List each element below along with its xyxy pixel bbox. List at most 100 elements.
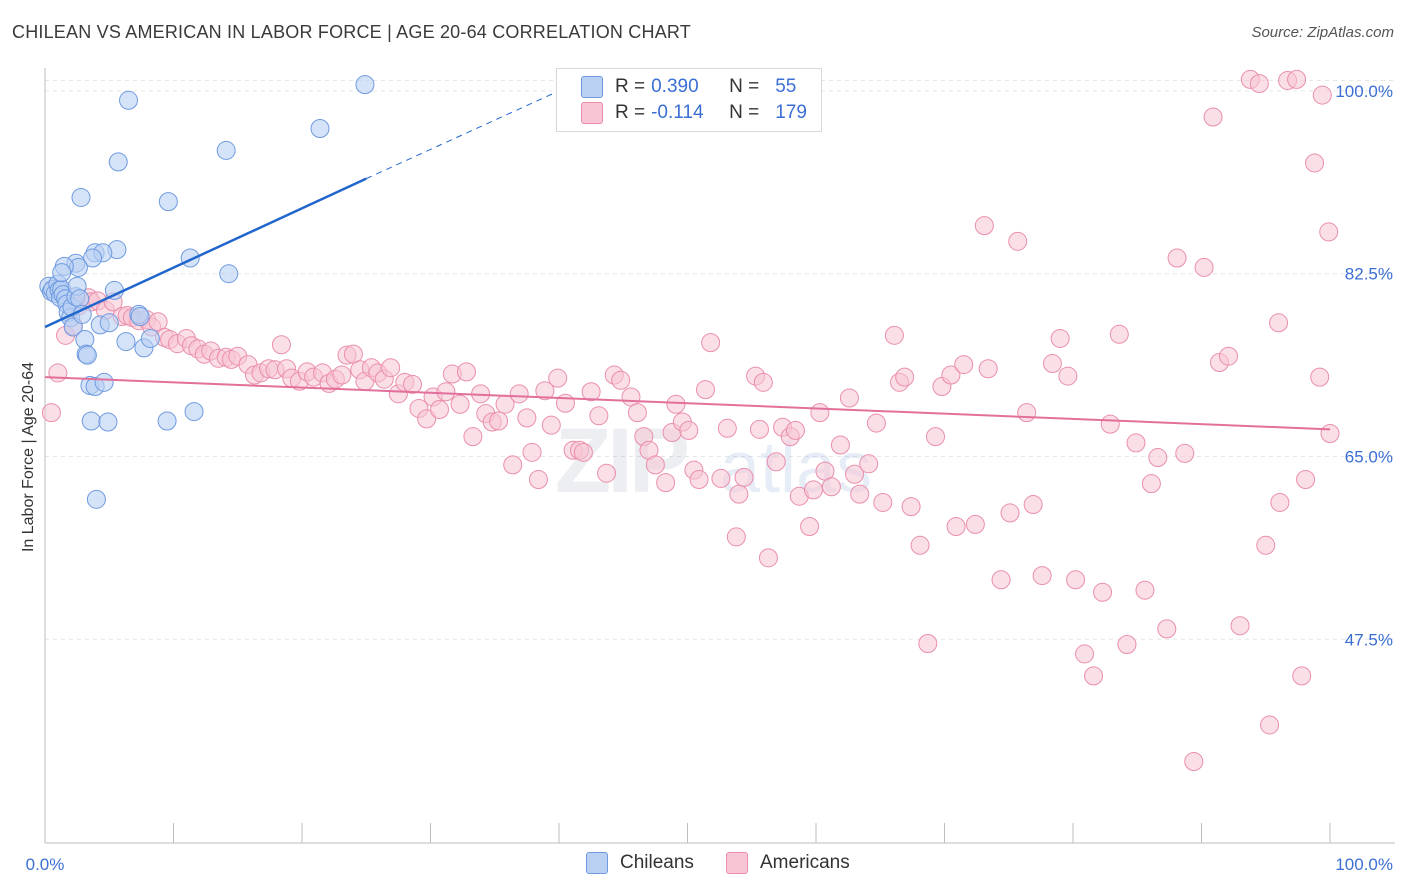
chilean-point [157,411,177,431]
american-point [850,484,870,504]
chilean-point [355,75,375,95]
american-point [597,463,617,483]
legend-row-chileans: R = 0.390 N = 55 [581,75,796,99]
american-point [436,382,456,402]
american-point [1310,367,1330,387]
legend-n-value: 55 [775,76,797,97]
tick-labels: 47.5% 65.0% 82.5% 100.0% 0.0% 100.0% [26,82,1393,874]
american-point [1249,74,1269,94]
trend-lines [44,90,1331,431]
american-point [800,516,820,536]
legend-r-label: R = [615,102,646,123]
american-point [522,442,542,462]
american-point [711,468,731,488]
american-point [1008,231,1028,251]
american-point [726,527,746,547]
american-point [1194,257,1214,277]
american-point [910,535,930,555]
american-point [821,477,841,497]
legend-label-americans: Americans [760,852,850,873]
x-tick-label-max: 100.0% [1335,855,1393,874]
legend-item-chileans[interactable]: Chileans [586,852,694,874]
american-point [803,480,823,500]
american-point [1117,635,1137,655]
american-point [717,418,737,438]
american-point [1141,474,1161,494]
american-point [926,427,946,447]
american-point [1126,433,1146,453]
american-point [1023,495,1043,515]
american-point [1296,469,1316,489]
american-point [1218,346,1238,366]
american-point [1135,580,1155,600]
american-point [830,435,850,455]
american-point [1084,666,1104,686]
american-point [734,467,754,487]
american-point [581,382,601,402]
legend-r-value: -0.114 [651,102,704,123]
american-point [1320,424,1340,444]
american-point [271,335,291,355]
american-point [589,406,609,426]
watermark: ZIP atlas [555,410,872,512]
american-point [463,427,483,447]
chilean-point [86,489,106,509]
american-point [1032,566,1052,586]
american-point [503,455,523,475]
american-point [859,454,879,474]
chilean-point [99,313,119,333]
american-point [1100,414,1120,434]
american-point [1260,715,1280,735]
american-point [689,469,709,489]
american-point [573,442,593,462]
chilean-point [116,332,136,352]
legend-n-label: N = [729,102,760,123]
american-point [535,381,555,401]
american-point [1256,535,1276,555]
american-point [785,420,805,440]
american-point [555,393,575,413]
american-point [1184,752,1204,772]
american-point [1066,570,1086,590]
american-point [845,464,865,484]
american-point [1292,666,1312,686]
chilean-point [310,118,330,138]
chilean-point [81,411,101,431]
american-point [766,452,786,472]
american-point [645,455,665,475]
y-tick-label: 82.5% [1345,265,1393,284]
american-trend-line [44,376,1331,431]
american-point [974,216,994,236]
american-point [1312,85,1332,105]
american-point [1000,503,1020,523]
chilean-point [216,140,236,160]
y-tick-label: 47.5% [1345,630,1393,649]
y-tick-label: 100.0% [1335,82,1393,101]
american-point [627,403,647,423]
chilean-swatch [586,852,608,874]
american-point [873,492,893,512]
american-point [1075,644,1095,664]
american-point [548,368,568,388]
american-point [884,325,904,345]
american-point [1148,448,1168,468]
series-legend: Chileans Americans [0,852,1406,878]
chilean-point [184,402,204,422]
american-point [611,370,631,390]
american-point [679,420,699,440]
axes [44,68,1395,844]
chilean-point [119,90,139,110]
american-points [41,69,1340,772]
chilean-point [158,192,178,212]
american-point [695,380,715,400]
chilean-points [39,75,375,509]
chart-title: CHILEAN VS AMERICAN IN LABOR FORCE | AGE… [12,22,691,42]
legend-item-americans[interactable]: Americans [726,852,850,874]
american-point [489,411,509,431]
chilean-point [70,289,90,309]
american-point [1058,366,1078,386]
american-point [895,367,915,387]
american-point [656,473,676,493]
american-point [918,633,938,653]
